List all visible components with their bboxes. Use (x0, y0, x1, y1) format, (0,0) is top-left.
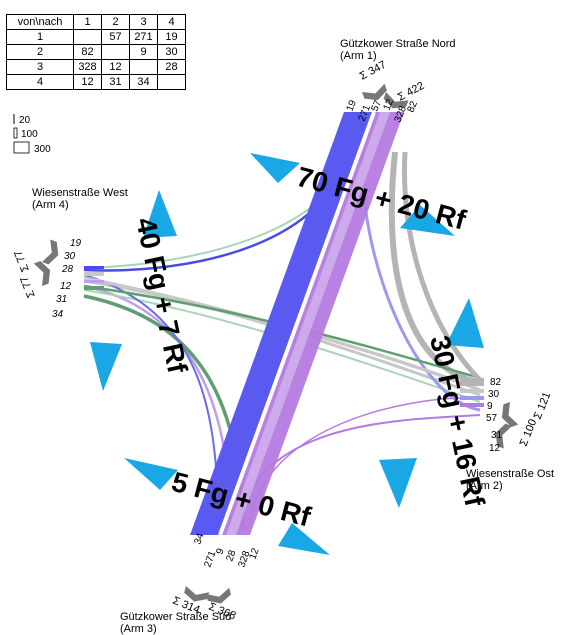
north-sum-out: Σ 422 (396, 80, 427, 104)
value-label: 34 (192, 531, 206, 546)
arm-number: (Arm 2) (466, 480, 503, 492)
arrow-south-left (124, 458, 178, 490)
east-values: 82 30 9 57 31 12 (486, 377, 503, 454)
matrix-cell: 19 (157, 29, 186, 45)
arrow-north-right (400, 205, 455, 236)
matrix-cell: 271 (129, 29, 158, 45)
value-label: 57 (370, 98, 385, 113)
value-label: 30 (488, 389, 500, 400)
matrix-cell: 82 (73, 44, 102, 60)
west-sum-out: Σ 77 (18, 274, 37, 299)
value-label: 34 (52, 309, 64, 320)
value-label: 9 (214, 547, 226, 556)
value-label: 12 (60, 281, 72, 292)
south-values: 34 271 9 28 328 12 (192, 531, 261, 569)
arm-label-south: Gützkower Straße Süd (Arm 3) (120, 611, 231, 635)
arm-number: (Arm 3) (120, 623, 157, 635)
table-row: 2 82 9 30 (6, 44, 186, 60)
west-sum-in: Σ 77 (12, 248, 31, 273)
arm-number: (Arm 4) (32, 199, 69, 211)
arm-name: Wiesenstraße West (32, 187, 128, 199)
arm-label-west: Wiesenstraße West (Arm 4) (32, 187, 128, 211)
value-label: 28 (61, 264, 74, 275)
value-label: 57 (486, 413, 498, 424)
value-label: 31 (491, 430, 503, 441)
arm-label-east: Wiesenstraße Ost (Arm 2) (466, 468, 554, 492)
flow-east-north (388, 151, 481, 386)
direction-arrows (90, 153, 484, 555)
scale-label: 300 (34, 144, 51, 155)
value-label: 30 (64, 251, 76, 262)
matrix-cell: 12 (73, 74, 102, 90)
west-values: 19 30 28 12 31 34 (52, 238, 82, 320)
scale-label: 20 (19, 115, 31, 126)
east-sum-out: Σ 100 (518, 417, 540, 448)
flow-south-north-grey (401, 151, 482, 382)
north-sum-in: Σ 347 (358, 59, 389, 83)
flow-north-south-band (190, 112, 374, 535)
value-label: 28 (224, 548, 238, 563)
value-label: 12 (489, 443, 501, 454)
arrow-east-down (379, 458, 417, 508)
value-label: 12 (382, 97, 397, 112)
arm-name: Gützkower Straße Süd (120, 611, 232, 623)
value-label: 19 (70, 238, 82, 249)
value-label: 31 (56, 294, 67, 305)
table-row: 3 328 12 28 (6, 59, 186, 75)
value-label: 82 (490, 377, 502, 388)
arm-name: Wiesenstraße Ost (466, 468, 555, 480)
arrow-east-up (446, 298, 484, 348)
north-values: 19 271 57 12 328 82 (345, 97, 421, 124)
table-row: 4 12 31 34 (6, 74, 186, 90)
arm-number: (Arm 1) (340, 50, 377, 62)
arm-name: Gützkower Straße Nord (340, 38, 456, 50)
matrix-cell (157, 74, 186, 90)
od-matrix-table: von\nach 1 2 3 4 1 57 271 19 2 82 9 30 3… (6, 14, 186, 90)
arrow-south-right (278, 523, 330, 555)
value-label: 12 (247, 546, 261, 561)
east-sum-in: Σ 121 (532, 390, 554, 421)
value-label: 19 (345, 98, 360, 113)
matrix-cell: 31 (101, 74, 130, 90)
arm-stubs (84, 266, 484, 407)
table-row: 1 57 271 19 (6, 29, 186, 45)
value-label: 9 (487, 401, 493, 412)
scale-label: 100 (21, 129, 38, 140)
arrow-west-down (90, 342, 122, 391)
table-header-row: von\nach 1 2 3 4 (6, 14, 186, 30)
arm-label-north: Gützkower Straße Nord (Arm 1) (340, 38, 456, 62)
arrow-north-left (250, 153, 300, 183)
arrow-west-up (143, 190, 177, 238)
value-label: 82 (406, 99, 421, 114)
scale-legend: 20 100 300 (13, 114, 51, 155)
